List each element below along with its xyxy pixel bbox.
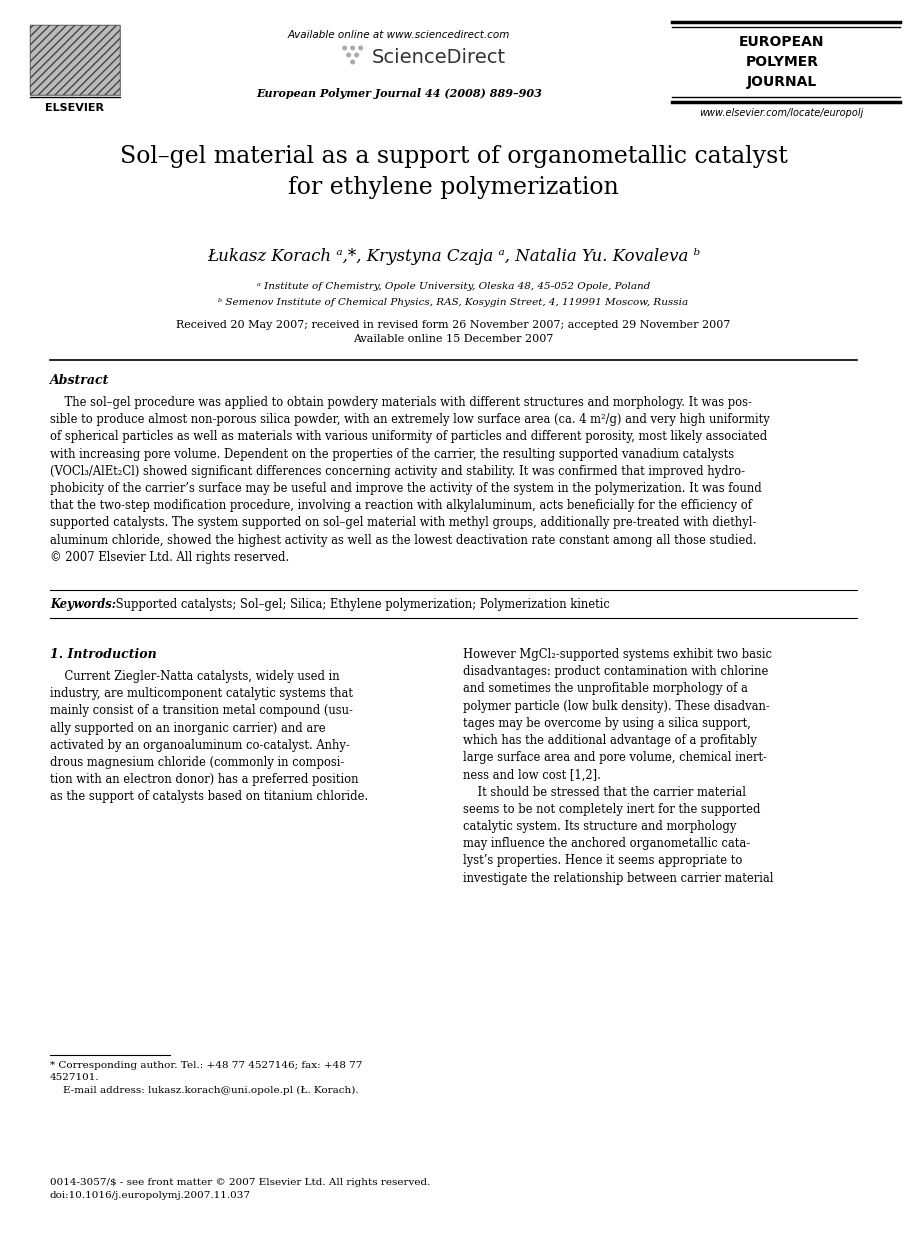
Text: ScienceDirect: ScienceDirect xyxy=(372,48,506,67)
Text: ᵇ Semenov Institute of Chemical Physics, RAS, Kosygin Street, 4, 119991 Moscow, : ᵇ Semenov Institute of Chemical Physics,… xyxy=(219,298,688,307)
Text: Received 20 May 2007; received in revised form 26 November 2007; accepted 29 Nov: Received 20 May 2007; received in revise… xyxy=(176,319,731,344)
Bar xyxy=(30,25,120,95)
Ellipse shape xyxy=(354,52,359,57)
Ellipse shape xyxy=(350,59,356,64)
Text: ELSEVIER: ELSEVIER xyxy=(45,103,104,113)
Ellipse shape xyxy=(342,46,347,51)
Ellipse shape xyxy=(350,46,356,51)
Text: European Polymer Journal 44 (2008) 889–903: European Polymer Journal 44 (2008) 889–9… xyxy=(256,88,542,99)
Text: The sol–gel procedure was applied to obtain powdery materials with different str: The sol–gel procedure was applied to obt… xyxy=(50,396,770,563)
Text: EUROPEAN: EUROPEAN xyxy=(739,35,824,50)
Text: JOURNAL: JOURNAL xyxy=(746,76,817,89)
Text: Łukasz Korach ᵃ,*, Krystyna Czaja ᵃ, Natalia Yu. Kovaleva ᵇ: Łukasz Korach ᵃ,*, Krystyna Czaja ᵃ, Nat… xyxy=(207,248,700,265)
Text: POLYMER: POLYMER xyxy=(746,54,818,69)
Text: Sol–gel material as a support of organometallic catalyst
for ethylene polymeriza: Sol–gel material as a support of organom… xyxy=(120,145,787,199)
Text: Available online at www.sciencedirect.com: Available online at www.sciencedirect.co… xyxy=(288,30,511,40)
Text: Keywords:: Keywords: xyxy=(50,598,116,612)
Ellipse shape xyxy=(346,52,351,57)
Ellipse shape xyxy=(358,46,363,51)
Text: 0014-3057/$ - see front matter © 2007 Elsevier Ltd. All rights reserved.
doi:10.: 0014-3057/$ - see front matter © 2007 El… xyxy=(50,1179,431,1200)
Text: Abstract: Abstract xyxy=(50,374,110,387)
Text: However MgCl₂-supported systems exhibit two basic
disadvantages: product contami: However MgCl₂-supported systems exhibit … xyxy=(463,647,773,885)
Text: Current Ziegler-Natta catalysts, widely used in
industry, are multicomponent cat: Current Ziegler-Natta catalysts, widely … xyxy=(50,670,368,803)
Text: www.elsevier.com/locate/europolj: www.elsevier.com/locate/europolj xyxy=(699,108,864,118)
Text: * Corresponding author. Tel.: +48 77 4527146; fax: +48 77
4527101.
    E-mail ad: * Corresponding author. Tel.: +48 77 452… xyxy=(50,1061,363,1096)
Text: ᵃ Institute of Chemistry, Opole University, Oleska 48, 45-052 Opole, Poland: ᵃ Institute of Chemistry, Opole Universi… xyxy=(257,282,650,291)
Text: 1. Introduction: 1. Introduction xyxy=(50,647,157,661)
Bar xyxy=(30,25,120,95)
Text: Supported catalysts; Sol–gel; Silica; Ethylene polymerization; Polymerization ki: Supported catalysts; Sol–gel; Silica; Et… xyxy=(112,598,610,612)
